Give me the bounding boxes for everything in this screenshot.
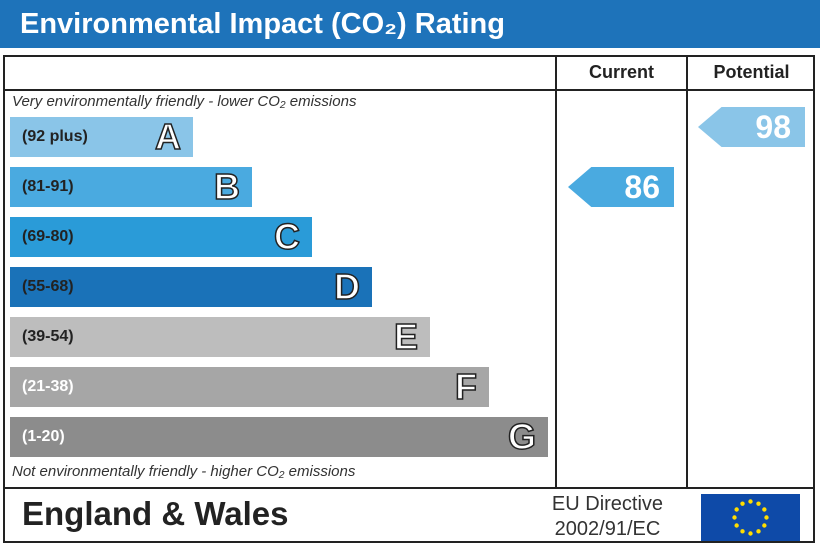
band-letter: B xyxy=(213,166,241,208)
divider xyxy=(555,55,557,489)
divider xyxy=(3,487,815,489)
band-bar-e: (39-54) E xyxy=(10,316,430,358)
rating-frame xyxy=(3,55,815,543)
band-range: (81-91) xyxy=(22,178,74,195)
band-range: (92 plus) xyxy=(22,128,88,145)
eu-star xyxy=(748,499,753,504)
current-rating-arrow: 86 xyxy=(568,167,674,207)
potential-rating-arrow: 98 xyxy=(698,107,805,147)
band-letter: C xyxy=(273,216,301,258)
eu-star xyxy=(740,501,745,506)
band-bar-d: (55-68) D xyxy=(10,266,372,308)
directive-line1: EU Directive xyxy=(551,493,664,515)
band-range: (21-38) xyxy=(22,378,74,395)
bottom-note: Not environmentally friendly - higher CO… xyxy=(12,463,356,480)
directive-line2: 2002/91/EC xyxy=(554,518,661,540)
eu-star xyxy=(740,529,745,534)
band-range: (1-20) xyxy=(22,428,65,445)
eu-star xyxy=(756,529,761,534)
top-note: Very environmentally friendly - lower CO… xyxy=(12,93,357,110)
eu-flag-icon xyxy=(701,494,800,541)
country-label: England & Wales xyxy=(22,495,289,532)
eu-star xyxy=(762,507,767,512)
band-bar-f: (21-38) F xyxy=(10,366,489,408)
eu-star xyxy=(748,531,753,536)
eu-star xyxy=(734,507,739,512)
eu-star xyxy=(762,523,767,528)
eu-directive: EU Directive 2002/91/EC xyxy=(520,492,695,542)
band-bar-c: (69-80) C xyxy=(10,216,312,258)
band-bar-b: (81-91) B xyxy=(10,166,252,208)
eu-star xyxy=(756,501,761,506)
band-range: (69-80) xyxy=(22,228,74,245)
divider xyxy=(686,55,688,489)
band-range: (39-54) xyxy=(22,328,74,345)
band-letter: E xyxy=(393,316,419,358)
eu-star xyxy=(732,515,737,520)
band-letter: G xyxy=(507,416,537,458)
band-bar-a: (92 plus) A xyxy=(10,116,193,158)
current-header: Current xyxy=(588,62,654,82)
band-range: (55-68) xyxy=(22,278,74,295)
band-letter: A xyxy=(154,116,182,158)
band-letter: F xyxy=(454,366,478,408)
band-letter: D xyxy=(333,266,361,308)
eu-star xyxy=(764,515,769,520)
potential-header: Potential xyxy=(713,62,790,82)
chart-title: Environmental Impact (CO₂) Rating xyxy=(0,0,820,48)
band-bar-g: (1-20) G xyxy=(10,416,548,458)
eu-star xyxy=(734,523,739,528)
divider xyxy=(3,89,815,91)
